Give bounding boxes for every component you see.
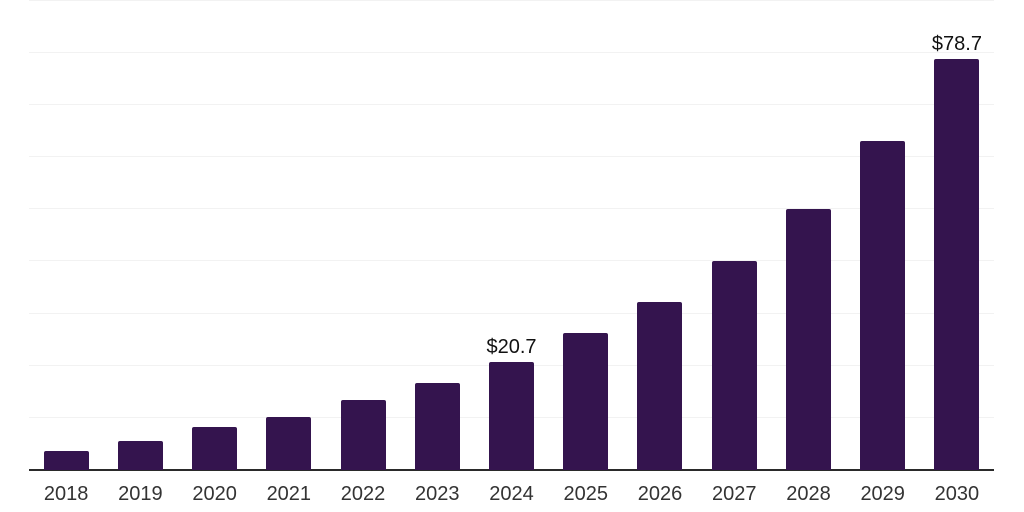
x-tick-label-2018: 2018 bbox=[43, 483, 89, 505]
x-axis-line bbox=[29, 469, 994, 471]
bar-column-2024: $20.7 bbox=[474, 337, 548, 470]
gridline-30 bbox=[29, 312, 994, 314]
x-tick-label-2028: 2028 bbox=[786, 483, 831, 505]
x-tick-label-2025: 2025 bbox=[563, 483, 609, 505]
x-tick-label-2026: 2026 bbox=[637, 483, 683, 505]
x-tick-label-2019: 2019 bbox=[118, 483, 163, 505]
bar-column-2027 bbox=[697, 261, 771, 470]
bar-column-2025 bbox=[549, 333, 623, 470]
x-tick-label-2030: 2030 bbox=[934, 483, 980, 505]
bar-2028 bbox=[785, 208, 831, 470]
bar-2019 bbox=[117, 440, 163, 470]
gridline-70 bbox=[29, 103, 994, 105]
gridline-60 bbox=[29, 156, 994, 158]
x-tick-label-2027: 2027 bbox=[711, 483, 757, 505]
bars-row: $20.7 $78.7 bbox=[29, 0, 994, 470]
bar-2018 bbox=[43, 451, 89, 470]
gridline-80 bbox=[29, 51, 994, 53]
gridline-40 bbox=[29, 260, 994, 262]
bar-2027 bbox=[711, 261, 757, 470]
x-tick-label-2022: 2022 bbox=[340, 483, 386, 505]
x-tick-label-2024: 2024 bbox=[489, 483, 534, 505]
bar-2022 bbox=[340, 399, 386, 470]
bar-2020 bbox=[192, 426, 238, 470]
bar-2030 bbox=[934, 59, 980, 470]
bar-column-2030: $78.7 bbox=[920, 34, 994, 470]
bar-column-2023 bbox=[400, 383, 474, 470]
gridline-50 bbox=[29, 208, 994, 210]
bar-column-2022 bbox=[326, 399, 400, 470]
bar-value-label-2030: $78.7 bbox=[931, 33, 982, 56]
x-tick-label-2023: 2023 bbox=[415, 483, 460, 505]
bar-2023 bbox=[414, 383, 460, 470]
bar-column-2026 bbox=[623, 301, 697, 470]
bar-column-2019 bbox=[103, 440, 177, 470]
bar-column-2020 bbox=[177, 426, 251, 470]
bar-value-label-2024: $20.7 bbox=[486, 336, 537, 359]
bar-2024 bbox=[489, 362, 535, 470]
bar-2021 bbox=[266, 417, 312, 470]
bar-column-2028 bbox=[771, 208, 845, 470]
bar-column-2021 bbox=[252, 417, 326, 470]
plot-area: $20.7 $78.7 bbox=[29, 0, 994, 471]
x-tick-label-2029: 2029 bbox=[860, 483, 905, 505]
x-tick-label-2021: 2021 bbox=[266, 483, 312, 505]
bar-column-2029 bbox=[846, 141, 920, 470]
x-axis-labels: 2018 2019 2020 2021 2022 2023 2024 2025 2026 2027… bbox=[29, 470, 994, 504]
bar-2026 bbox=[637, 301, 683, 470]
bar-2029 bbox=[860, 141, 906, 470]
gridline-90 bbox=[29, 0, 994, 1]
bar-column-2018 bbox=[29, 451, 103, 470]
bar-2025 bbox=[563, 333, 609, 470]
x-tick-label-2020: 2020 bbox=[192, 483, 237, 505]
